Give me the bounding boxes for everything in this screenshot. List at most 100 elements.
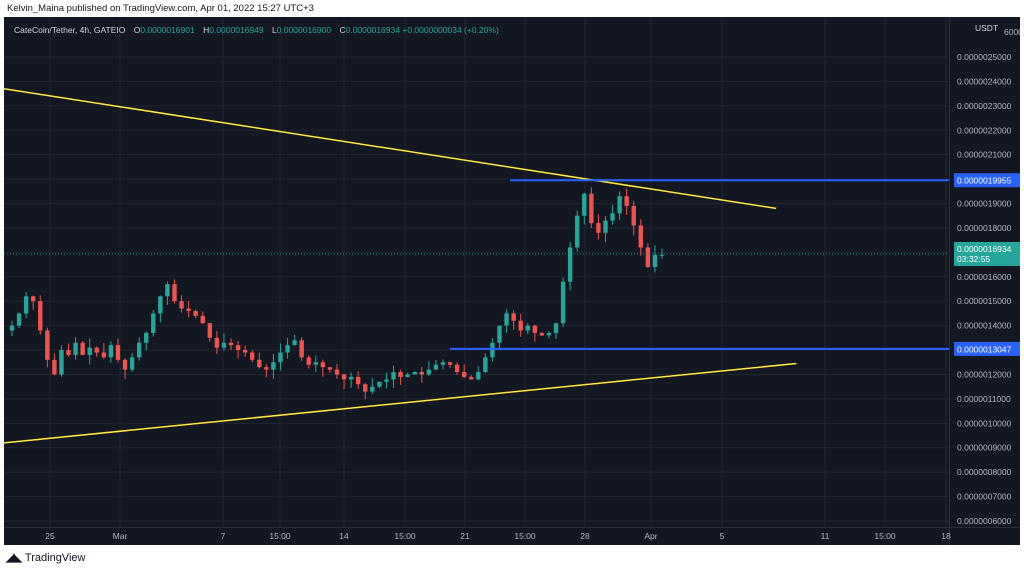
candle-body[interactable] <box>278 352 283 363</box>
candle-body[interactable] <box>546 332 552 336</box>
candle-body[interactable] <box>433 364 439 370</box>
candle-body[interactable] <box>23 296 29 314</box>
candle-body[interactable] <box>327 367 333 370</box>
candle-body[interactable] <box>624 196 629 206</box>
candle-body[interactable] <box>250 352 255 360</box>
candle-body[interactable] <box>242 350 248 353</box>
candle-body[interactable] <box>320 362 326 368</box>
symbol-name: CateCoin/Tether, 4h, GATEIO <box>14 25 126 35</box>
candle-body[interactable] <box>108 345 114 358</box>
candle-body[interactable] <box>440 362 446 365</box>
candle-body[interactable] <box>454 364 460 373</box>
candle-body[interactable] <box>617 196 622 214</box>
candle-body[interactable] <box>186 308 191 311</box>
candle-body[interactable] <box>207 323 213 338</box>
candle-body[interactable] <box>553 323 559 333</box>
candle-body[interactable] <box>560 281 566 324</box>
candle-body[interactable] <box>589 193 594 224</box>
candle-body[interactable] <box>490 342 495 358</box>
candle-body[interactable] <box>370 386 375 392</box>
candle-body[interactable] <box>363 384 368 392</box>
candle-body[interactable] <box>80 342 85 355</box>
candle-body[interactable] <box>257 359 262 368</box>
candle-body[interactable] <box>101 352 107 358</box>
candle-body[interactable] <box>172 284 177 302</box>
candle-body[interactable] <box>398 372 403 377</box>
candle-body[interactable] <box>377 381 382 387</box>
candle-body[interactable] <box>214 337 220 348</box>
candle-body[interactable] <box>38 301 43 331</box>
candle-body[interactable] <box>151 313 156 333</box>
candle-body[interactable] <box>419 372 424 375</box>
candle-body[interactable] <box>45 330 50 360</box>
candle-body[interactable] <box>221 342 227 348</box>
candle-body[interactable] <box>610 213 615 221</box>
candle-body[interactable] <box>384 379 389 382</box>
chart-panel[interactable]: 0.0000025000 0.0000024000 0.0000023000 0.00… <box>4 17 1020 545</box>
candle-body[interactable] <box>405 374 410 377</box>
candle-body[interactable] <box>292 340 297 346</box>
candle-body[interactable] <box>264 367 269 370</box>
time-tick-label: 15:00 <box>269 531 291 541</box>
candle-body[interactable] <box>144 332 149 343</box>
candle-body[interactable] <box>271 362 276 370</box>
candle-body[interactable] <box>158 296 163 314</box>
candle-body[interactable] <box>603 220 608 233</box>
candle-body[interactable] <box>87 347 92 355</box>
candle-body[interactable] <box>447 362 453 365</box>
candle-body[interactable] <box>596 223 601 233</box>
candle-body[interactable] <box>525 325 530 331</box>
candle-body[interactable] <box>228 342 234 346</box>
candle-body[interactable] <box>94 347 99 353</box>
candle-body[interactable] <box>193 310 198 316</box>
candle-body[interactable] <box>179 301 184 309</box>
candle-body[interactable] <box>652 254 658 268</box>
candle-body[interactable] <box>348 376 354 380</box>
candle-body[interactable] <box>52 359 57 375</box>
candle-body[interactable] <box>136 342 142 358</box>
candle-body[interactable] <box>73 342 78 355</box>
candle-body[interactable] <box>532 325 538 333</box>
candle-body[interactable] <box>476 372 481 380</box>
candle-body[interactable] <box>575 215 580 248</box>
candle-body[interactable] <box>115 345 121 360</box>
candle-body[interactable] <box>461 372 467 377</box>
time-tick-label: 11 <box>821 531 830 541</box>
candle-body[interactable] <box>426 369 432 375</box>
candle-body[interactable] <box>30 296 36 302</box>
candle-body[interactable] <box>285 345 290 353</box>
candle-body[interactable] <box>165 284 170 297</box>
candle-body[interactable] <box>66 350 71 355</box>
candle-body[interactable] <box>59 350 64 375</box>
candle-body[interactable] <box>235 345 241 351</box>
candle-body[interactable] <box>645 247 651 268</box>
candle-body[interactable] <box>341 374 347 380</box>
trendline[interactable] <box>4 362 797 444</box>
candle-body[interactable] <box>200 315 205 324</box>
candle-body[interactable] <box>518 320 523 331</box>
candle-body[interactable] <box>122 359 128 370</box>
candle-body[interactable] <box>638 225 644 248</box>
candle-body[interactable] <box>129 357 135 370</box>
candle-body[interactable] <box>313 362 319 365</box>
candle-body[interactable] <box>16 313 22 326</box>
candle-body[interactable] <box>567 247 573 282</box>
candle-body[interactable] <box>412 372 417 375</box>
candle-body[interactable] <box>334 369 340 375</box>
candle-body[interactable] <box>299 340 304 358</box>
candle-body[interactable] <box>483 357 488 373</box>
candle-body[interactable] <box>306 357 311 365</box>
candle-body[interactable] <box>497 325 502 343</box>
candle-body[interactable] <box>504 313 509 326</box>
candle-body[interactable] <box>582 193 587 216</box>
candle-body[interactable] <box>511 313 516 321</box>
candle-body[interactable] <box>659 254 665 256</box>
candle-body[interactable] <box>9 325 15 331</box>
candle-body[interactable] <box>539 332 545 336</box>
candle-body[interactable] <box>355 376 361 385</box>
trendline[interactable] <box>4 88 777 210</box>
candle-body[interactable] <box>391 372 396 380</box>
candle-body[interactable] <box>469 376 474 380</box>
candle-body[interactable] <box>631 205 636 226</box>
chart-svg[interactable]: 0.0000025000 0.0000024000 0.0000023000 0.00… <box>4 17 1020 545</box>
